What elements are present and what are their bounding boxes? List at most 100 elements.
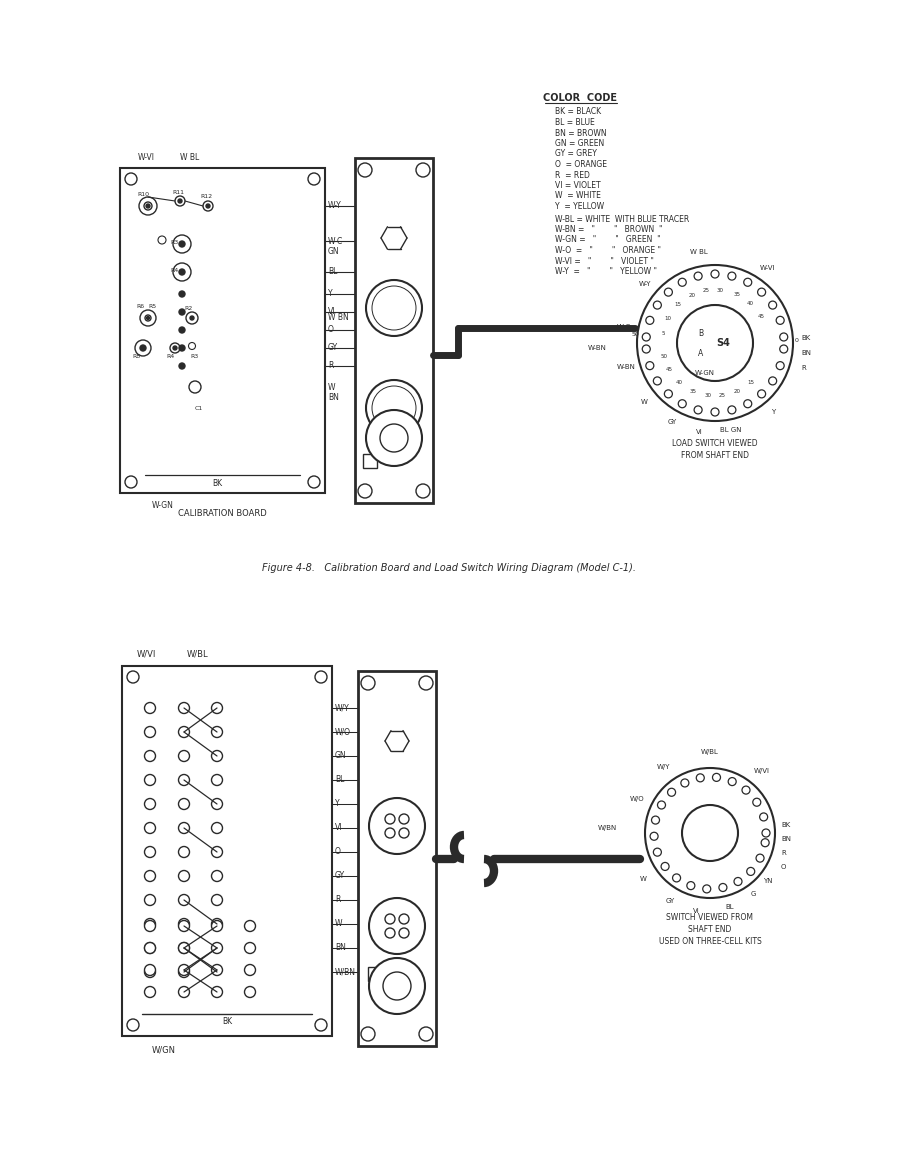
Text: FROM SHAFT END: FROM SHAFT END <box>681 450 749 459</box>
Circle shape <box>179 291 185 297</box>
Circle shape <box>211 942 222 954</box>
Circle shape <box>211 964 222 976</box>
Text: R: R <box>801 365 806 371</box>
Circle shape <box>743 400 752 408</box>
Text: W-Y: W-Y <box>638 280 651 287</box>
Circle shape <box>140 311 156 326</box>
Circle shape <box>179 986 190 998</box>
Text: 15: 15 <box>747 380 754 385</box>
Text: 25: 25 <box>702 288 709 293</box>
Text: BL = BLUE: BL = BLUE <box>555 117 595 127</box>
Bar <box>358 671 436 1046</box>
Circle shape <box>366 280 422 336</box>
Circle shape <box>779 333 788 341</box>
Circle shape <box>179 822 190 834</box>
Circle shape <box>140 345 146 351</box>
Circle shape <box>308 476 320 488</box>
Circle shape <box>139 197 157 215</box>
Circle shape <box>179 345 185 351</box>
Circle shape <box>728 778 736 785</box>
Circle shape <box>211 894 222 906</box>
Circle shape <box>245 942 255 954</box>
Circle shape <box>678 400 686 408</box>
Text: 45: 45 <box>757 314 764 319</box>
Circle shape <box>657 801 665 809</box>
Circle shape <box>734 878 742 885</box>
Text: 20: 20 <box>734 388 741 393</box>
Text: W BL: W BL <box>690 249 708 256</box>
Circle shape <box>145 775 156 785</box>
Text: W-Y  =   "        "   YELLOW ": W-Y = " " YELLOW " <box>555 267 657 276</box>
Circle shape <box>211 799 222 809</box>
Circle shape <box>145 870 156 882</box>
Circle shape <box>383 972 411 1000</box>
Circle shape <box>687 882 695 890</box>
Circle shape <box>650 833 658 840</box>
Circle shape <box>645 316 654 324</box>
Circle shape <box>642 333 650 341</box>
Text: A: A <box>699 349 704 357</box>
Text: 40: 40 <box>676 380 683 385</box>
Circle shape <box>416 484 430 498</box>
Text: 15: 15 <box>674 302 681 307</box>
Circle shape <box>760 813 768 821</box>
Text: VI: VI <box>693 908 699 914</box>
Text: W-BN: W-BN <box>617 364 636 370</box>
Text: W-VI =   "        "   VIOLET ": W-VI = " " VIOLET " <box>555 257 654 265</box>
Circle shape <box>399 914 409 923</box>
Text: GN: GN <box>328 247 340 256</box>
Circle shape <box>308 173 320 185</box>
Circle shape <box>747 868 755 876</box>
Text: R4: R4 <box>166 354 174 358</box>
Text: W: W <box>335 920 343 928</box>
Circle shape <box>654 848 662 856</box>
Circle shape <box>385 828 395 839</box>
Circle shape <box>694 406 702 414</box>
Circle shape <box>211 870 222 882</box>
Text: GY: GY <box>668 420 677 426</box>
Circle shape <box>179 847 190 857</box>
Circle shape <box>144 202 152 211</box>
Text: GY = GREY: GY = GREY <box>555 150 597 158</box>
Circle shape <box>158 236 166 244</box>
Circle shape <box>682 805 738 861</box>
Text: W/VI: W/VI <box>137 649 156 658</box>
Circle shape <box>369 898 425 954</box>
Text: Figure 4-8.   Calibration Board and Load Switch Wiring Diagram (Model C-1).: Figure 4-8. Calibration Board and Load S… <box>262 563 636 573</box>
Circle shape <box>179 964 190 976</box>
Circle shape <box>677 305 753 381</box>
Circle shape <box>211 750 222 762</box>
Circle shape <box>769 377 777 385</box>
Circle shape <box>654 377 662 385</box>
Text: O: O <box>328 326 334 335</box>
Circle shape <box>645 362 654 370</box>
Text: R10: R10 <box>137 192 149 197</box>
Bar <box>122 666 332 1036</box>
Circle shape <box>189 342 195 350</box>
Circle shape <box>146 204 150 208</box>
Text: W-Y: W-Y <box>328 201 342 211</box>
Text: BN: BN <box>328 392 339 401</box>
Text: R11: R11 <box>172 191 184 195</box>
Text: S4: S4 <box>717 338 730 348</box>
Text: W-BN =   "        "   BROWN  ": W-BN = " " BROWN " <box>555 224 663 234</box>
Circle shape <box>127 671 139 683</box>
Text: Y: Y <box>770 409 775 415</box>
Text: W/BL: W/BL <box>701 749 719 755</box>
Circle shape <box>145 799 156 809</box>
Circle shape <box>179 894 190 906</box>
Text: BN: BN <box>781 836 791 842</box>
Circle shape <box>681 779 689 787</box>
Circle shape <box>179 799 190 809</box>
Text: 35: 35 <box>690 388 697 394</box>
Circle shape <box>147 316 149 320</box>
Text: W-GN: W-GN <box>152 500 174 509</box>
Circle shape <box>742 786 750 794</box>
Circle shape <box>728 272 736 280</box>
Circle shape <box>416 163 430 177</box>
Circle shape <box>399 814 409 825</box>
Circle shape <box>361 676 375 690</box>
Circle shape <box>145 920 156 932</box>
Circle shape <box>179 942 190 954</box>
Text: W: W <box>641 399 648 405</box>
